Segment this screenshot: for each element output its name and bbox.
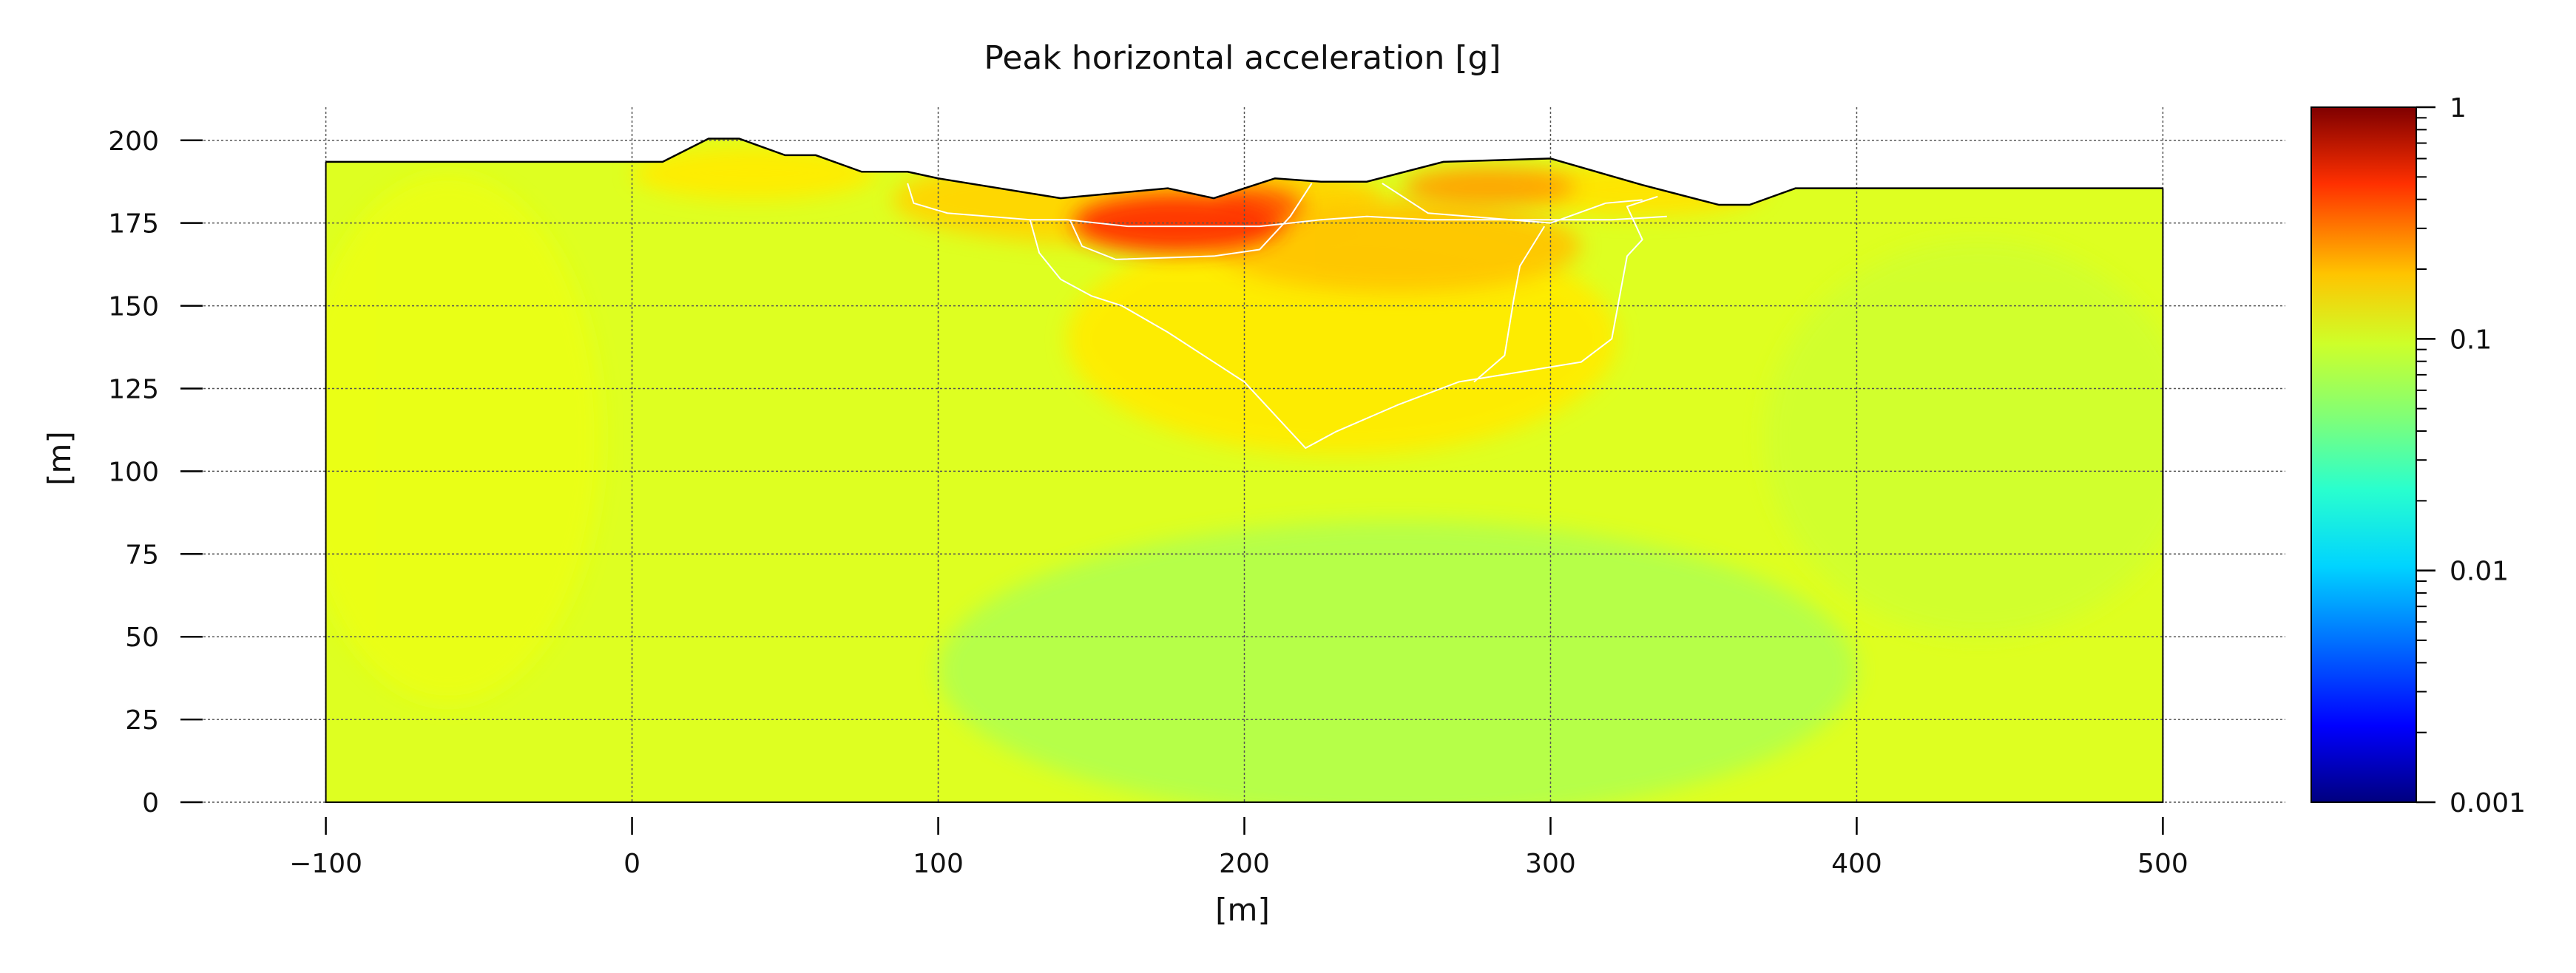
y-tick-label-1: 25	[125, 705, 159, 736]
x-tick-label-1: 0	[623, 849, 640, 879]
y-tick-label-6: 150	[108, 292, 159, 322]
x-axis-label: [m]	[1215, 892, 1270, 928]
x-axis: −100 0 100 200 300 400 500	[289, 817, 2188, 879]
colorbar-gradient	[2311, 107, 2416, 802]
x-tick-label-4: 300	[1525, 849, 1576, 879]
pga-hotspot-0	[938, 521, 1857, 802]
ground-surface-line	[325, 138, 2163, 206]
y-tick-label-5: 125	[108, 374, 159, 404]
zone-boundary-3	[1473, 226, 1546, 383]
zone-boundary-1	[1029, 195, 1658, 450]
y-tick-label-4: 100	[108, 457, 159, 487]
zone-boundary-4	[1382, 183, 1643, 224]
chart-title: Peak horizontal acceleration [g]	[984, 39, 1501, 77]
colorbar-frame	[2310, 106, 2417, 803]
x-tick-label-3: 200	[1219, 849, 1270, 879]
y-axis: 0 25 50 75 100 125 150 175 200	[108, 126, 203, 818]
colorbar-tick-label-0: 0.001	[2450, 788, 2526, 818]
y-axis-label: [m]	[41, 431, 78, 486]
zone-boundary-0	[907, 183, 1667, 228]
domain-outline	[325, 161, 2164, 803]
y-tick-label-8: 200	[108, 126, 159, 157]
pga-hotspot-1	[1765, 240, 2163, 637]
zone-boundaries	[907, 183, 1667, 450]
y-tick-label-2: 50	[125, 623, 159, 653]
y-tick-label-3: 75	[125, 540, 159, 570]
colorbar-tick-label-2: 0.1	[2450, 325, 2492, 355]
colorbar: 0.001 0.01 0.1 1	[2310, 93, 2526, 818]
x-tick-label-2: 100	[913, 849, 964, 879]
pga-hotspot-8	[1403, 166, 1575, 207]
y-tick-label-7: 175	[108, 209, 159, 240]
colorbar-ticks: 0.001 0.01 0.1 1	[2416, 93, 2526, 818]
x-tick-label-0: −100	[289, 849, 362, 879]
zone-boundary-2	[1069, 183, 1313, 260]
pga-hotspot-2	[325, 173, 602, 703]
y-tick-label-0: 0	[142, 788, 159, 818]
colorbar-tick-label-1: 0.01	[2450, 557, 2509, 587]
pga-hotspot-4	[632, 146, 877, 200]
x-tick-label-6: 500	[2137, 849, 2188, 879]
x-tick-label-5: 400	[1831, 849, 1882, 879]
colorbar-tick-label-3: 1	[2450, 93, 2467, 123]
